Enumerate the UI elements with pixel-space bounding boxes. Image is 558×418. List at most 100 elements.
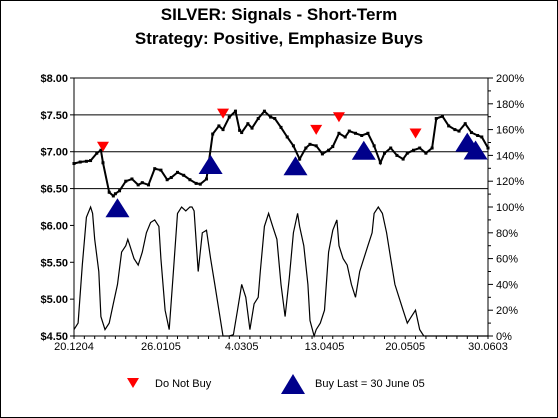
price-point [463,122,467,126]
price-point [314,144,318,148]
y-right-tick-label: 200% [496,73,524,85]
do-not-buy-marker [96,141,109,152]
chart-title: SILVER: Signals - Short-Term [160,5,398,24]
price-point [217,124,221,128]
price-point [354,131,358,135]
price-point [246,122,250,126]
price-point [182,173,186,177]
do-not-buy-marker [332,112,345,123]
buy-marker [283,156,308,176]
price-point [256,117,260,121]
price-point [447,124,451,128]
y-right-tick-label: 120% [496,176,524,188]
price-point [453,128,457,132]
x-tick-label: 4.0305 [225,341,259,353]
price-point [331,145,335,149]
price-point [136,183,140,187]
price-point [476,133,480,137]
legend-do-not-buy-label: Do Not Buy [155,378,212,390]
price-point [430,146,434,150]
price-point [211,132,215,136]
plot-area-border [73,77,489,337]
price-point [165,178,169,182]
price-point [107,190,111,194]
price-point [118,189,122,193]
legend-do-not-buy-icon [127,378,139,388]
price-point [291,144,295,148]
legend-buy-icon [281,374,305,394]
price-point [273,117,277,121]
y-left-tick-label: $7.50 [40,110,68,122]
y-right-tick-label: 0% [496,331,512,343]
legend-buy-label: Buy Last = 30 June 05 [315,378,425,390]
y-left-tick-label: $5.00 [40,294,68,306]
price-point [389,146,393,150]
price-point [440,114,444,118]
x-tick-label: 20.1204 [54,341,94,353]
price-point [153,167,157,171]
do-not-buy-marker [409,128,422,139]
chart-subtitle: Strategy: Positive, Emphasize Buys [134,29,424,48]
price-point [240,131,244,135]
price-point [395,153,399,157]
price-point [411,148,415,152]
price-point [366,131,370,135]
price-point [480,135,484,139]
y-left-tick-label: $6.00 [40,220,68,232]
price-point [238,128,242,132]
y-left-tick-label: $4.50 [40,331,68,343]
y-right-tick-label: 60% [496,254,518,266]
price-point [113,192,117,196]
price-line [73,109,489,198]
price-point [198,182,202,186]
buy-marker [351,140,376,160]
price-point [405,151,409,155]
price-point [269,115,273,119]
price-point [95,151,99,155]
price-point [204,177,208,181]
price-point [401,157,405,161]
price-point [188,178,192,182]
price-point [227,115,231,119]
price-point [233,109,237,113]
price-point [372,144,376,148]
buy-marker [463,140,488,160]
price-point [418,146,422,150]
y-right-tick-label: 40% [496,279,518,291]
y-left-tick-label: $6.50 [40,184,68,196]
price-point [343,135,347,139]
price-point [469,131,473,135]
price-point [140,181,144,185]
price-point [72,162,76,166]
y-right-tick-label: 20% [496,305,518,317]
x-tick-label: 30.0603 [468,341,508,353]
y-left-tick-label: $5.50 [40,257,68,269]
price-point [383,151,386,155]
buy-marker [198,155,223,175]
price-point [327,148,331,152]
x-tick-label: 26.0105 [141,341,181,353]
y-right-tick-label: 100% [496,202,524,214]
price-point [320,152,324,156]
price-point [486,146,490,150]
y-right-tick-label: 180% [496,99,524,111]
price-point [111,194,115,198]
price-point [176,170,179,174]
y-right-tick-label: 80% [496,228,518,240]
price-point [347,129,351,133]
price-point [78,160,82,164]
price-point [84,159,88,163]
price-point [279,125,283,129]
price-point [194,181,198,185]
price-point [378,161,382,165]
do-not-buy-marker [310,124,323,135]
price-point [360,133,364,137]
price-point [337,131,341,135]
price-point [130,177,134,181]
buy-marker [105,198,130,218]
price-point [221,128,225,132]
price-point [89,159,93,163]
y-left-tick-label: $8.00 [40,73,68,85]
y-right-tick-label: 140% [496,150,524,162]
